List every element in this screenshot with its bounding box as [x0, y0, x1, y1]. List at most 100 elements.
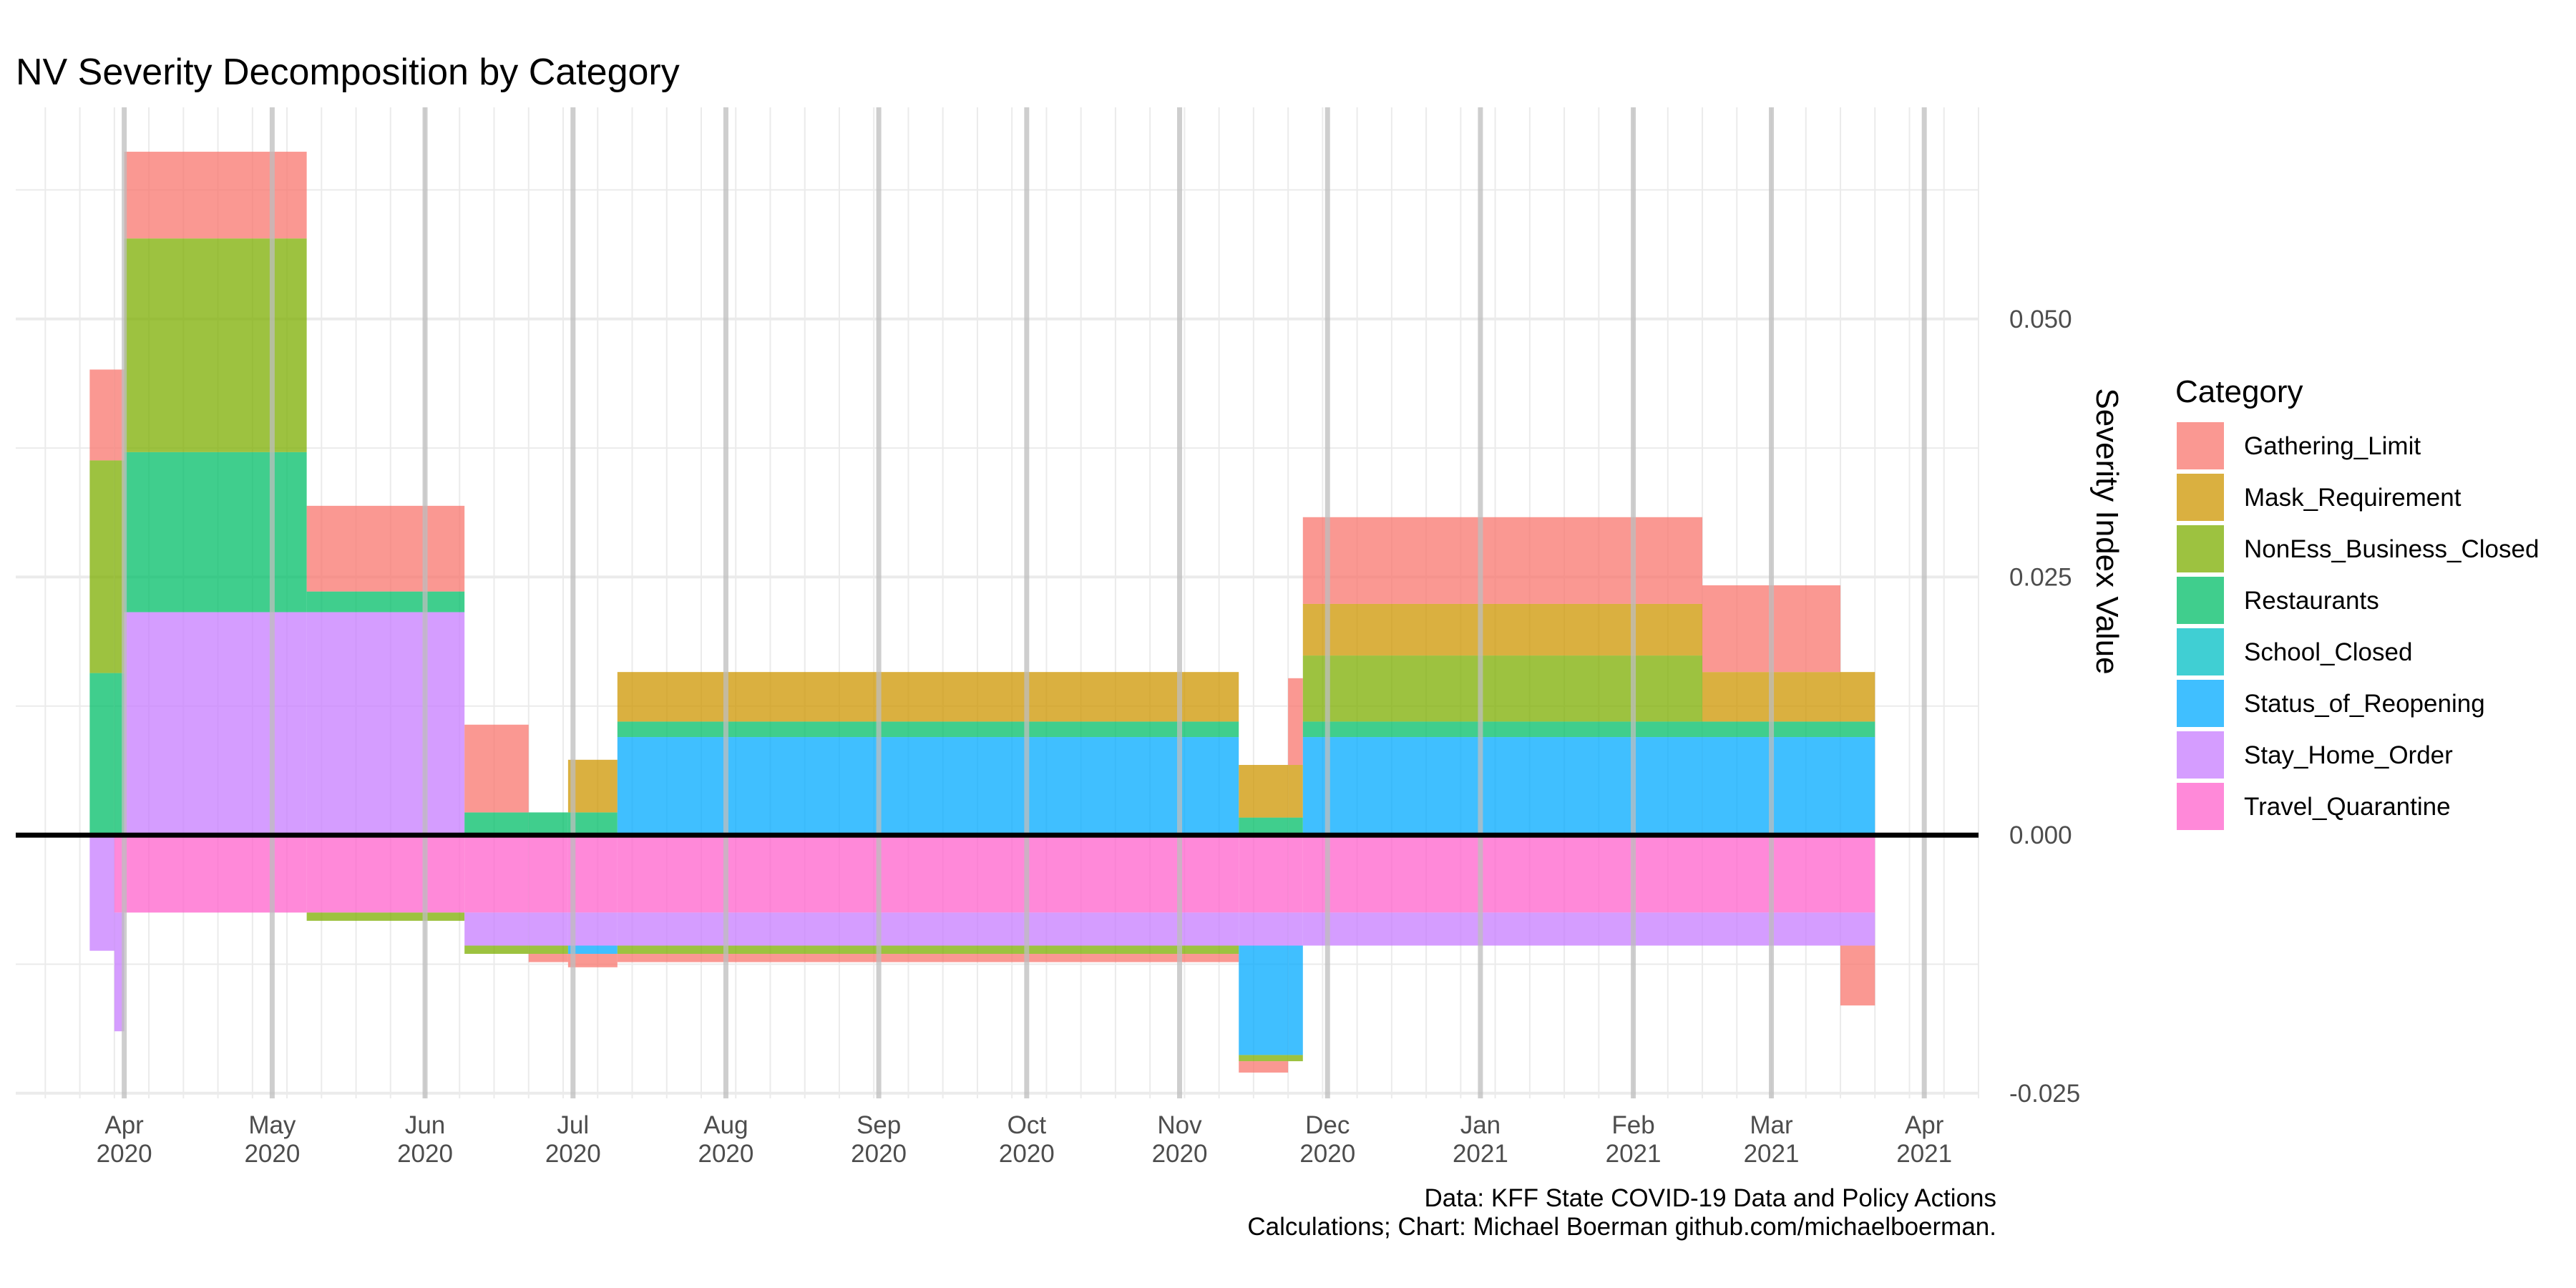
- legend-label: School_Closed: [2244, 638, 2412, 666]
- chart-title: NV Severity Decomposition by Category: [16, 52, 680, 93]
- month-guide-lines: [122, 107, 1927, 1098]
- bar-restaurants: [528, 812, 568, 836]
- bar-restaurants: [306, 591, 465, 613]
- bar-noness-business-closed: [306, 912, 465, 921]
- legend: Category Gathering_Limit Mask_Requirement…: [2175, 374, 2539, 830]
- legend-key-gathering-limit: [2177, 422, 2224, 469]
- x-tick-label: May 2020: [244, 1111, 300, 1168]
- bar-restaurants: [1302, 721, 1703, 738]
- bar-stay-home-order: [1302, 912, 1703, 946]
- bar-gathering-limit: [124, 152, 307, 239]
- y-tick-label: 0.050: [2009, 306, 2072, 333]
- x-tick-label: Sep 2020: [851, 1111, 907, 1168]
- bar-gathering-limit: [1239, 1061, 1289, 1073]
- legend-key-school-closed: [2177, 628, 2224, 675]
- bar-stay-home-order: [1288, 912, 1303, 946]
- bar-stay-home-order: [567, 912, 618, 946]
- x-axis-ticks: Apr 2020 May 2020 Jun 2020 Jul 2020 Aug 2020 Sep 20…: [97, 1111, 1952, 1168]
- x-tick-label: Jun 2020: [397, 1111, 453, 1168]
- x-tick-label: Feb 2021: [1606, 1111, 1662, 1168]
- bar-travel-quarantine: [617, 835, 1239, 913]
- bar-status-of-reopening: [1302, 737, 1703, 836]
- legend-label: Status_of_Reopening: [2244, 690, 2485, 718]
- x-tick-label: Apr 2020: [97, 1111, 152, 1168]
- bar-mask-requirement: [567, 759, 618, 813]
- bars-layer: [89, 152, 1875, 1073]
- bar-gathering-limit: [528, 954, 568, 962]
- bar-restaurants: [464, 812, 529, 836]
- legend-label: Gathering_Limit: [2244, 432, 2421, 460]
- bar-stay-home-order: [89, 835, 114, 951]
- x-tick-label: Nov 2020: [1152, 1111, 1208, 1168]
- y-tick-label: 0.000: [2009, 821, 2072, 849]
- bar-gathering-limit: [617, 954, 1239, 962]
- bar-restaurants: [567, 812, 618, 836]
- legend-label: Restaurants: [2244, 587, 2379, 615]
- legend-key-noness-business-closed: [2177, 525, 2224, 572]
- bar-restaurants: [1288, 817, 1303, 836]
- bar-travel-quarantine: [567, 835, 618, 913]
- bar-travel-quarantine: [1302, 835, 1703, 913]
- bar-restaurants: [124, 452, 307, 613]
- legend-label: NonEss_Business_Closed: [2244, 535, 2539, 563]
- bar-restaurants: [89, 673, 114, 836]
- y-tick-label: 0.025: [2009, 563, 2072, 591]
- bar-stay-home-order: [464, 912, 529, 946]
- bar-stay-home-order: [528, 912, 568, 946]
- bar-stay-home-order: [306, 612, 465, 836]
- bar-gathering-limit: [567, 954, 618, 967]
- bar-travel-quarantine: [1239, 835, 1289, 913]
- caption-line-1: Data: KFF State COVID-19 Data and Policy…: [1424, 1184, 1996, 1212]
- legend-label: Mask_Requirement: [2244, 484, 2462, 512]
- bar-status-of-reopening: [1840, 737, 1875, 836]
- x-tick-label: Apr 2021: [1896, 1111, 1952, 1168]
- y-axis-ticks: -0.025 0.000 0.025 0.050: [2009, 306, 2080, 1108]
- bar-gathering-limit: [1288, 678, 1303, 766]
- bar-travel-quarantine: [464, 835, 529, 913]
- x-tick-label: Jul 2020: [545, 1111, 601, 1168]
- legend-key-mask-requirement: [2177, 474, 2224, 521]
- bar-gathering-limit: [306, 505, 465, 592]
- legend-title: Category: [2175, 374, 2303, 409]
- bar-mask-requirement: [1288, 765, 1303, 818]
- x-tick-label: Aug 2020: [698, 1111, 754, 1168]
- bar-noness-business-closed: [464, 945, 529, 955]
- bar-restaurants: [1840, 721, 1875, 738]
- bar-mask-requirement: [1840, 672, 1875, 722]
- bar-noness-business-closed: [1239, 1055, 1289, 1062]
- bar-gathering-limit: [89, 369, 114, 461]
- bar-noness-business-closed: [89, 460, 114, 673]
- x-tick-label: Oct 2020: [999, 1111, 1055, 1168]
- bar-travel-quarantine: [528, 835, 568, 913]
- bar-mask-requirement: [617, 672, 1239, 722]
- legend-label: Stay_Home_Order: [2244, 741, 2453, 769]
- bar-stay-home-order: [1840, 912, 1875, 946]
- bar-status-of-reopening: [567, 945, 618, 955]
- x-tick-label: Mar 2021: [1744, 1111, 1800, 1168]
- legend-key-status-of-reopening: [2177, 680, 2224, 727]
- bar-travel-quarantine: [306, 835, 465, 913]
- bar-noness-business-closed: [124, 238, 307, 452]
- bar-travel-quarantine: [1840, 835, 1875, 913]
- x-tick-label: Dec 2020: [1299, 1111, 1355, 1168]
- bar-mask-requirement: [1302, 603, 1703, 656]
- bar-restaurants: [617, 721, 1239, 738]
- legend-label: Travel_Quarantine: [2244, 793, 2451, 821]
- bar-noness-business-closed: [617, 945, 1239, 955]
- bar-status-of-reopening: [1239, 945, 1289, 1055]
- bar-restaurants: [1239, 817, 1289, 836]
- bar-travel-quarantine: [1288, 835, 1303, 913]
- bar-gathering-limit: [1840, 945, 1875, 1006]
- bar-stay-home-order: [124, 612, 307, 836]
- bar-noness-business-closed: [1288, 1055, 1303, 1062]
- bar-status-of-reopening: [617, 737, 1239, 836]
- y-axis-title: Severity Index Value: [2089, 388, 2124, 674]
- legend-key-restaurants: [2177, 577, 2224, 624]
- bar-status-of-reopening: [1288, 945, 1303, 1055]
- bar-travel-quarantine: [124, 835, 307, 913]
- y-tick-label: -0.025: [2009, 1080, 2080, 1108]
- caption-line-2: Calculations; Chart: Michael Boerman git…: [1247, 1213, 1996, 1241]
- legend-key-travel-quarantine: [2177, 783, 2224, 830]
